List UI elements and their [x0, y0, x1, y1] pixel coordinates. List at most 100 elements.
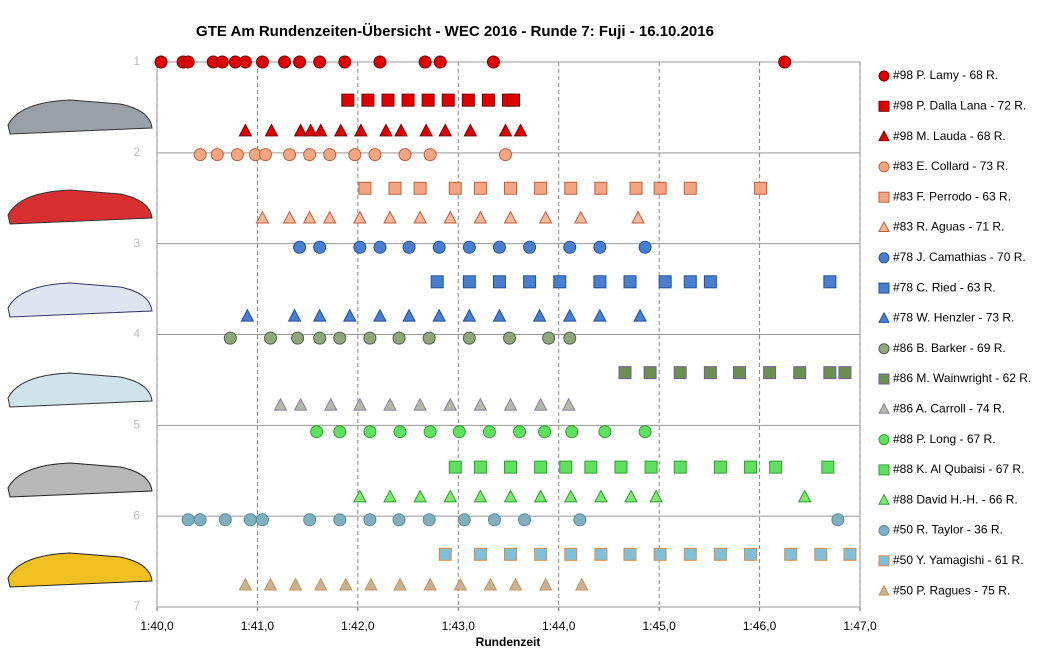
point — [443, 210, 458, 224]
point — [263, 331, 277, 345]
point — [507, 93, 521, 107]
point — [310, 425, 324, 439]
point — [481, 93, 495, 107]
point — [293, 123, 308, 137]
point — [483, 577, 498, 591]
point — [154, 55, 168, 69]
legend-marker — [878, 70, 890, 82]
point — [293, 55, 307, 69]
legend-label: #98 P. Dalla Lana - 72 R. — [893, 98, 1026, 112]
point — [413, 397, 427, 411]
point — [618, 366, 632, 380]
point — [323, 148, 337, 162]
point — [361, 93, 375, 107]
point — [821, 460, 835, 474]
point — [413, 181, 427, 195]
point — [492, 275, 506, 289]
point — [419, 123, 433, 137]
point — [313, 331, 327, 345]
x-tick-label: 1:45,0 — [642, 619, 676, 633]
y-tick-label: 6 — [133, 508, 140, 522]
point — [593, 275, 607, 289]
point — [238, 577, 253, 591]
x-tick-label: 1:43,0 — [442, 619, 476, 633]
point — [513, 123, 528, 137]
point — [643, 366, 657, 380]
legend-marker — [878, 402, 890, 414]
point — [392, 513, 406, 527]
point — [363, 331, 377, 345]
point — [313, 55, 327, 69]
car — [7, 189, 153, 225]
point — [614, 460, 628, 474]
point — [287, 308, 302, 322]
point — [288, 577, 303, 591]
point — [559, 460, 573, 474]
point — [573, 210, 588, 224]
point — [181, 55, 195, 69]
point — [769, 460, 783, 474]
point — [542, 331, 556, 345]
x-tick-label: 1:42,0 — [341, 619, 375, 633]
legend-marker — [878, 373, 890, 385]
point — [452, 425, 466, 439]
legend-label: #98 P. Lamy - 68 R. — [893, 68, 998, 82]
point — [433, 55, 447, 69]
point — [293, 240, 307, 254]
point — [623, 275, 637, 289]
point — [644, 460, 658, 474]
legend-marker — [878, 555, 890, 567]
legend-label: #86 A. Carroll - 74 R. — [893, 401, 1005, 415]
point — [215, 55, 229, 69]
legend-marker — [878, 493, 890, 505]
point — [283, 148, 297, 162]
point — [658, 275, 672, 289]
point — [513, 425, 527, 439]
point — [193, 148, 207, 162]
point — [518, 513, 532, 527]
point — [302, 210, 317, 224]
point — [413, 210, 427, 224]
point — [401, 93, 415, 107]
point — [453, 577, 468, 591]
point — [422, 331, 436, 345]
point — [593, 308, 607, 322]
point — [462, 308, 477, 322]
point — [313, 123, 328, 137]
x-tick-label: 1:41,0 — [241, 619, 275, 633]
point — [633, 308, 647, 322]
legend-marker — [878, 191, 890, 203]
point — [323, 397, 338, 411]
point — [793, 366, 807, 380]
x-tick-label: 1:47,0 — [843, 619, 877, 633]
x-tick-label: 1:44,0 — [542, 619, 576, 633]
point — [353, 397, 367, 411]
point — [218, 513, 232, 527]
legend-marker — [878, 584, 890, 596]
point — [264, 123, 279, 137]
point — [534, 547, 548, 561]
point — [243, 513, 257, 527]
point — [814, 547, 828, 561]
point — [473, 547, 487, 561]
legend-marker — [878, 311, 890, 323]
legend-label: #88 P. Long - 67 R. — [893, 432, 996, 446]
point — [473, 460, 487, 474]
point — [181, 513, 195, 527]
point — [703, 366, 717, 380]
point — [413, 489, 427, 503]
point — [553, 275, 567, 289]
point — [432, 240, 446, 254]
point — [498, 148, 512, 162]
point — [368, 148, 382, 162]
car — [7, 99, 153, 135]
point — [797, 489, 812, 503]
point — [594, 547, 608, 561]
point — [381, 93, 395, 107]
point — [383, 489, 397, 503]
point — [631, 210, 645, 224]
point — [348, 148, 362, 162]
point — [504, 460, 518, 474]
point — [649, 489, 663, 503]
